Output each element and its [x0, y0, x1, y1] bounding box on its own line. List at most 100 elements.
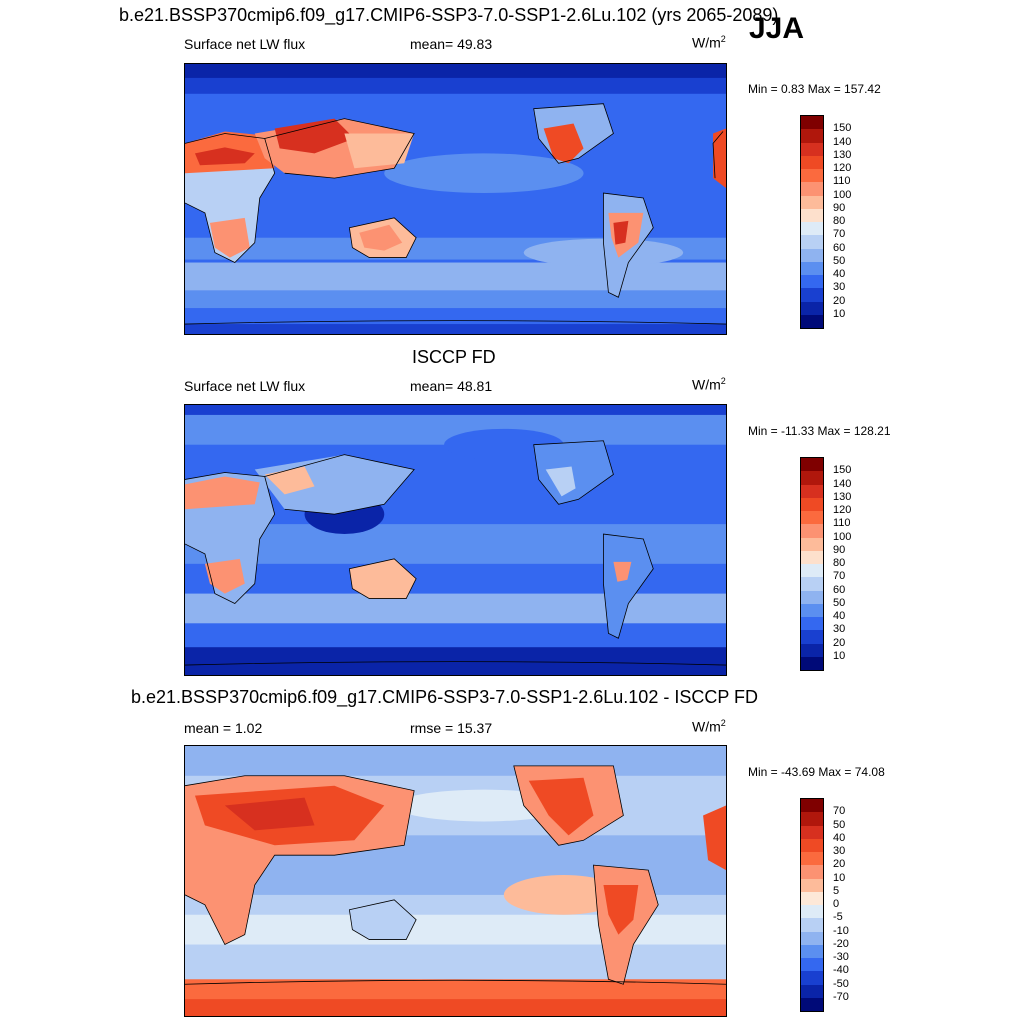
panel3-mean-label: mean = 1.02: [184, 720, 263, 736]
panel2-colorbar-tick-label: 80: [833, 557, 846, 569]
panel1-colorbar-segment: [801, 314, 823, 328]
panel3-colorbar-segment: [801, 984, 823, 998]
panel3-colorbar-segment: [801, 944, 823, 958]
panel3-map-svg: [185, 746, 726, 1016]
panel2-colorbar-tick-label: 140: [833, 477, 852, 490]
panel1-colorbar-tick-label: 100: [833, 188, 852, 201]
panel1-colorbar-tick-label: 40: [833, 268, 846, 280]
panel3-colorbar-tick-label: 5: [833, 884, 840, 897]
panel2-colorbar-segment: [801, 617, 823, 631]
panel3-colorbar-segment: [801, 812, 823, 826]
panel1-colorbar-tick-label: 120: [833, 162, 852, 174]
panel1-colorbar-tick-label: 10: [833, 307, 846, 320]
panel2-map: [184, 404, 727, 676]
panel1-colorbar-segment: [801, 142, 823, 156]
panel1-colorbar-segment: [801, 222, 823, 236]
panel1-colorbar-tick-label: 20: [833, 294, 846, 307]
panel1-colorbar-tick-label: 50: [833, 254, 846, 267]
panel1-map-svg: [185, 64, 726, 334]
panel1-colorbar-tick-label: 60: [833, 241, 846, 254]
panel2-colorbar-tick-label: 60: [833, 583, 846, 596]
panel1-colorbar-segment: [801, 235, 823, 249]
panel3-colorbar-segment: [801, 997, 823, 1011]
panel2-colorbar-tick-label: 70: [833, 570, 846, 583]
panel2-colorbar-segment: [801, 511, 823, 525]
panel2-colorbar: [800, 457, 824, 671]
panel2-colorbar-tick-label: 40: [833, 610, 846, 622]
panel1-colorbar-tick-label: 80: [833, 215, 846, 227]
panel3-colorbar-tick-label: 70: [833, 805, 846, 818]
panel2-title: ISCCP FD: [412, 347, 496, 367]
panel2-mean-label: mean= 48.81: [410, 378, 493, 394]
panel3-colorbar-tick-label: -10: [833, 924, 849, 937]
panel2-colorbar-segment: [801, 656, 823, 670]
panel3-colorbar-segment: [801, 905, 823, 919]
panel3-colorbar-segment: [801, 891, 823, 905]
panel3-title: b.e21.BSSP370cmip6.f09_g17.CMIP6-SSP3-7.…: [131, 687, 759, 707]
panel2-colorbar-segment: [801, 564, 823, 578]
panel2-colorbar-tick-label: 110: [833, 517, 851, 530]
panel3-colorbar-tick-label: 30: [833, 845, 846, 857]
panel1-colorbar-segment: [801, 248, 823, 262]
panel1-colorbar-tick-label: 140: [833, 135, 852, 148]
panel3-colorbar-segment: [801, 865, 823, 879]
panel3-colorbar-segment: [801, 878, 823, 892]
panel2-colorbar-segment: [801, 550, 823, 564]
panel1-colorbar: [800, 115, 824, 329]
panel1-colorbar-tick-label: 30: [833, 281, 846, 294]
panel3-colorbar-segment: [801, 918, 823, 932]
panel2-colorbar-segment: [801, 524, 823, 538]
panel3-map: [184, 745, 727, 1017]
panel3-rmse-label: rmse = 15.37: [410, 720, 493, 736]
panel3-units: W/m2: [692, 718, 726, 735]
panel3-colorbar-segment: [801, 799, 823, 813]
panel2-colorbar-segment: [801, 471, 823, 485]
panel1-map: [184, 63, 727, 335]
panel2-colorbar-segment: [801, 537, 823, 551]
panel2-colorbar-segment: [801, 603, 823, 617]
panel2-colorbar-tick-label: 130: [833, 490, 852, 503]
panel3-colorbar-segment: [801, 852, 823, 866]
panel2-colorbar-segment: [801, 630, 823, 644]
panel3-colorbar-tick-label: -40: [833, 964, 849, 977]
panel3-colorbar-segment: [801, 838, 823, 852]
panel1-variable-label: Surface net LW flux: [184, 36, 306, 52]
panel3-colorbar-segment: [801, 958, 823, 972]
season-label: JJA: [749, 12, 805, 45]
panel1-colorbar-segment: [801, 208, 823, 222]
panel1-colorbar-tick-label: 130: [833, 148, 852, 161]
panel1-colorbar-segment: [801, 288, 823, 302]
panel2-colorbar-tick-label: 120: [833, 504, 852, 516]
panel1-units: W/m2: [692, 34, 726, 51]
panel1-colorbar-tick-label: 70: [833, 228, 846, 241]
panel2-colorbar-segment: [801, 577, 823, 591]
panel3-colorbar-tick-label: 50: [833, 818, 846, 831]
panel1-colorbar-segment: [801, 155, 823, 169]
panel2-colorbar-segment: [801, 643, 823, 657]
panel2-minmax: Min = -11.33 Max = 128.21: [748, 424, 891, 438]
panel2-units: W/m2: [692, 376, 726, 393]
panel3-colorbar-tick-label: 0: [833, 898, 840, 910]
panel2-colorbar-tick-label: 50: [833, 596, 846, 609]
panel3-colorbar-tick-label: 40: [833, 831, 846, 844]
panel1-colorbar-segment: [801, 129, 823, 143]
panel3-colorbar-tick-label: -20: [833, 937, 849, 950]
panel1-minmax: Min = 0.83 Max = 157.42: [748, 82, 881, 96]
panel1-colorbar-segment: [801, 275, 823, 289]
panel3-colorbar-tick-label: -5: [833, 911, 843, 924]
panel3-colorbar-tick-label: -50: [833, 977, 849, 990]
panel1-colorbar-segment: [801, 301, 823, 315]
panel2-colorbar-tick-label: 30: [833, 623, 846, 636]
panel1-colorbar-segment: [801, 182, 823, 196]
panel2-colorbar-segment: [801, 484, 823, 498]
panel2-colorbar-segment: [801, 590, 823, 604]
panel2-colorbar-tick-label: 100: [833, 530, 852, 543]
panel3-colorbar-segment: [801, 825, 823, 839]
panel2-colorbar-segment: [801, 458, 823, 472]
panel1-colorbar-segment: [801, 261, 823, 275]
panel2-colorbar-tick-label: 10: [833, 649, 846, 662]
panel2-map-svg: [185, 405, 726, 675]
panel2-variable-label: Surface net LW flux: [184, 378, 306, 394]
panel3-colorbar-tick-label: 10: [833, 871, 846, 884]
panel1-mean-label: mean= 49.83: [410, 36, 493, 52]
